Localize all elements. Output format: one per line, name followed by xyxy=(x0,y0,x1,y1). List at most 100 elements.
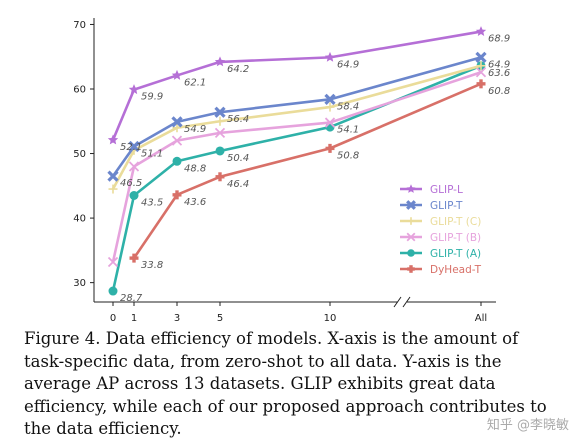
series-line xyxy=(111,64,482,292)
legend-item: GLIP-L xyxy=(400,184,463,196)
legend-label: DyHead-T xyxy=(430,264,482,276)
legend-label: GLIP-T (C) xyxy=(430,216,481,228)
x-tick-label: 1 xyxy=(131,313,137,324)
point-marker xyxy=(214,127,226,139)
series-line xyxy=(111,70,482,263)
data-point xyxy=(128,161,140,172)
data-label: 64.9 xyxy=(337,59,359,70)
data-label: 63.6 xyxy=(488,68,510,79)
data-point xyxy=(325,143,335,153)
chart-series xyxy=(107,26,487,296)
point-marker xyxy=(107,256,119,268)
legend-item: GLIP-T (C) xyxy=(400,216,481,228)
x-tick-label: 10 xyxy=(324,313,337,324)
y-tick-label: 30 xyxy=(73,278,86,289)
axis-break-mark xyxy=(402,296,411,308)
data-label: 28.7 xyxy=(120,293,143,304)
point-marker xyxy=(171,69,183,80)
point-marker xyxy=(107,134,119,145)
point-marker xyxy=(172,156,182,166)
data-label: 56.4 xyxy=(227,114,249,125)
data-label: 43.5 xyxy=(141,198,163,209)
data-point xyxy=(128,84,140,95)
data-label: 46.5 xyxy=(120,178,142,189)
point-marker xyxy=(128,140,140,153)
data-point xyxy=(214,106,226,118)
data-point xyxy=(476,79,486,89)
data-point xyxy=(108,184,118,194)
series-line xyxy=(111,64,482,190)
data-point xyxy=(214,127,226,139)
series-line xyxy=(111,56,482,177)
data-point xyxy=(406,184,416,193)
point-marker xyxy=(214,56,226,67)
legend-item: DyHead-T xyxy=(400,264,482,276)
data-point xyxy=(407,265,415,273)
data-point xyxy=(172,190,182,200)
data-point xyxy=(407,249,415,257)
point-marker xyxy=(107,170,119,182)
series-glip-t-a xyxy=(108,61,486,296)
y-tick-label: 50 xyxy=(73,149,86,160)
figure-caption: Figure 4. Data efficiency of models. X-a… xyxy=(24,329,547,438)
data-point xyxy=(215,146,225,156)
point-marker xyxy=(214,106,226,118)
data-point xyxy=(475,51,487,64)
x-tick-label: 3 xyxy=(174,313,180,324)
data-point xyxy=(171,116,183,128)
data-point xyxy=(128,140,140,153)
point-marker xyxy=(215,146,225,156)
data-point xyxy=(215,116,225,126)
data-point xyxy=(171,69,183,80)
y-tick-label: 40 xyxy=(73,214,86,225)
data-point xyxy=(129,191,139,200)
data-point xyxy=(107,134,119,145)
point-marker xyxy=(407,249,415,257)
data-label: 64.9 xyxy=(488,59,510,70)
data-efficiency-chart: 30 40 50 60 70 0 1 3 5 10 All 33.8 43.6 46.4 50.8 60.8… xyxy=(73,18,510,324)
data-point xyxy=(108,286,118,296)
data-point xyxy=(171,135,183,146)
data-point xyxy=(172,156,182,166)
legend-label: GLIP-L xyxy=(430,184,463,196)
data-point xyxy=(215,172,225,182)
data-point xyxy=(107,170,119,182)
data-label: 64.2 xyxy=(227,64,249,75)
y-tick-label: 60 xyxy=(73,85,86,96)
legend-item: GLIP-T (B) xyxy=(400,232,481,244)
data-label: 43.6 xyxy=(184,197,206,208)
x-tick-label: All xyxy=(475,313,487,324)
series-glip-t xyxy=(107,51,487,182)
point-marker xyxy=(324,51,336,62)
point-marker xyxy=(406,200,416,210)
axis-break-mark xyxy=(393,296,402,308)
legend-label: GLIP-T xyxy=(430,200,463,212)
data-label: 33.8 xyxy=(141,260,163,271)
data-point xyxy=(475,67,487,78)
point-marker xyxy=(171,135,183,146)
x-tick-label: 0 xyxy=(110,313,116,324)
data-label: 60.8 xyxy=(488,86,510,97)
data-point xyxy=(476,61,486,71)
chart-axes: 30 40 50 60 70 0 1 3 5 10 All xyxy=(73,18,496,324)
data-point xyxy=(172,123,182,133)
data-point xyxy=(325,102,335,112)
series-glip-t-b xyxy=(107,67,487,268)
point-marker xyxy=(475,67,487,78)
legend-item: GLIP-T xyxy=(400,200,463,212)
chart-legend: GLIP-L GLIP-T GLIP-T (C) GLIP-T (B) GLIP-T (… xyxy=(400,184,482,276)
data-label: 62.1 xyxy=(184,77,206,88)
data-label: 46.4 xyxy=(227,179,249,190)
point-marker xyxy=(128,84,140,95)
data-label: 54.1 xyxy=(337,125,359,136)
data-label: 50.4 xyxy=(227,153,249,164)
series-glip-l xyxy=(107,26,487,145)
series-line xyxy=(111,30,482,141)
point-marker xyxy=(108,286,118,296)
data-label: 58.4 xyxy=(337,101,359,112)
data-point xyxy=(214,56,226,67)
point-marker xyxy=(324,93,336,105)
data-point xyxy=(324,117,336,128)
point-marker xyxy=(128,161,140,172)
data-point xyxy=(406,200,416,210)
